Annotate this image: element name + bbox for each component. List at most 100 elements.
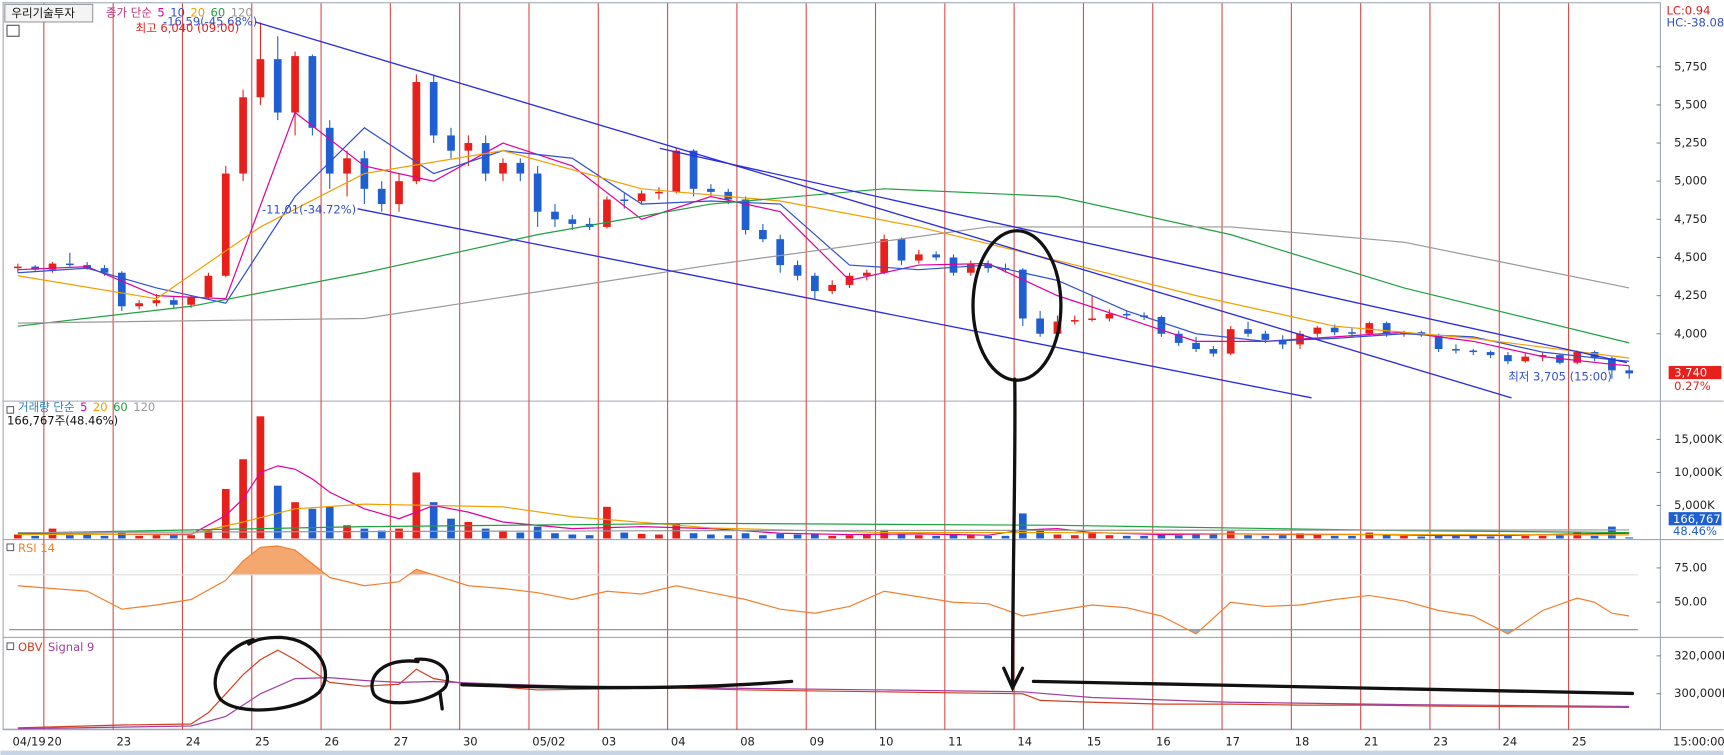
candle-body — [1434, 335, 1443, 350]
candle-body — [429, 82, 438, 136]
legend-marker — [6, 406, 15, 414]
hand-circle — [370, 657, 449, 711]
volume-bar — [325, 506, 334, 539]
x-tick-label: 05/02 — [532, 734, 565, 748]
volume-bar — [551, 533, 559, 539]
legend-entry: 5 — [80, 400, 87, 414]
legend-entry: 10 — [170, 6, 185, 20]
x-tick-label: 25 — [255, 734, 270, 748]
candle-body — [776, 239, 785, 266]
candle-body — [65, 263, 74, 266]
volume-bar — [117, 532, 126, 539]
candle-body — [135, 303, 143, 307]
candle-body — [637, 193, 646, 202]
candle-body — [793, 265, 802, 276]
volume-bar — [863, 534, 871, 539]
annotation: -11.01(-34.72%) — [262, 202, 356, 216]
candle-body — [1192, 342, 1200, 350]
candle-body — [325, 127, 334, 174]
volume-bar — [1521, 535, 1530, 539]
volume-bar — [152, 535, 161, 539]
status-bar — [0, 750, 1724, 755]
candle-body — [152, 300, 161, 304]
x-tick-label: 20 — [47, 734, 62, 748]
series-line — [17, 649, 1630, 729]
candle-body — [863, 272, 871, 276]
volume-bar — [1400, 535, 1408, 539]
y-tick-label: 5,500 — [1674, 97, 1707, 111]
trend-line — [659, 147, 1628, 364]
x-tick-label: 16 — [1156, 734, 1171, 748]
volume-bar — [1452, 535, 1460, 539]
volume-bar — [395, 528, 403, 539]
last-volume-box — [1668, 512, 1722, 526]
volume-bar — [100, 535, 109, 539]
x-tick-label: 26 — [324, 734, 339, 748]
x-tick-label: 17 — [1225, 734, 1240, 748]
candle-body — [828, 284, 837, 292]
series-line — [17, 522, 1630, 534]
series-line — [17, 226, 1630, 324]
legend-entry: 120 — [133, 400, 155, 414]
volume-bar — [1417, 536, 1426, 539]
volume-bar — [914, 535, 923, 539]
candle-body — [1278, 339, 1287, 345]
volume-bar — [1070, 535, 1079, 539]
y-tick-label: 5,250 — [1674, 136, 1707, 150]
x-tick-label: 23 — [116, 734, 131, 748]
candle-body — [1573, 352, 1582, 363]
x-end-label: 15:00:00 — [1673, 734, 1724, 748]
candle-body — [239, 97, 247, 174]
volume-bar — [1556, 535, 1564, 539]
candle-body — [1088, 318, 1096, 321]
candle-body — [204, 275, 213, 298]
volume-bar — [1434, 535, 1443, 539]
x-tick-label: 03 — [602, 734, 617, 748]
series-line — [17, 529, 1630, 534]
volume-bar — [1157, 533, 1166, 539]
x-tick-label: 27 — [394, 734, 409, 748]
annotation: 최고 6,040 (09:00) — [136, 21, 240, 35]
volume-bar — [31, 535, 40, 539]
legend-entry: OBV — [18, 640, 43, 654]
info-label: HC:-38.08 — [1666, 16, 1724, 30]
legend-entry: 5 — [157, 6, 164, 20]
volume-bar — [984, 535, 992, 539]
volume-bar — [759, 535, 767, 539]
last-price-box — [1668, 365, 1722, 380]
candle-body — [1313, 327, 1322, 334]
legend-marker — [6, 642, 15, 651]
candle-body — [914, 254, 923, 261]
x-tick-label: 25 — [1572, 734, 1587, 748]
candle-body — [1452, 349, 1460, 351]
volume-bar — [828, 535, 837, 539]
x-tick-label: 09 — [810, 734, 825, 748]
last-volume: 166,767 — [1673, 512, 1721, 526]
candle-body — [377, 188, 386, 205]
x-tick-label: 04/19 — [12, 734, 45, 748]
candle-body — [1070, 320, 1079, 322]
chart-title: 우리기술투자 — [11, 6, 75, 20]
volume-bar — [1244, 535, 1252, 539]
volume-bar — [845, 535, 854, 539]
volume-bar — [1296, 533, 1304, 539]
volume-bar — [1313, 534, 1322, 539]
volume-bar — [793, 534, 802, 539]
series-line — [17, 503, 1630, 536]
volume-bar — [65, 535, 74, 539]
volume-bar — [932, 535, 941, 539]
frame — [2, 2, 1724, 731]
volume-bar — [1278, 535, 1287, 539]
volume-bar — [447, 518, 455, 539]
candle-body — [100, 268, 109, 273]
candle-body — [221, 173, 230, 276]
change-label: 0.27% — [1674, 379, 1711, 393]
candle-body — [724, 191, 733, 200]
candle-body — [481, 143, 490, 174]
legend-entry: 20 — [93, 400, 108, 414]
volume-bar — [429, 502, 438, 539]
y-tick-label: 15,000K — [1674, 432, 1722, 446]
change-label: 48.46% — [1673, 524, 1717, 538]
candle-body — [533, 173, 542, 212]
